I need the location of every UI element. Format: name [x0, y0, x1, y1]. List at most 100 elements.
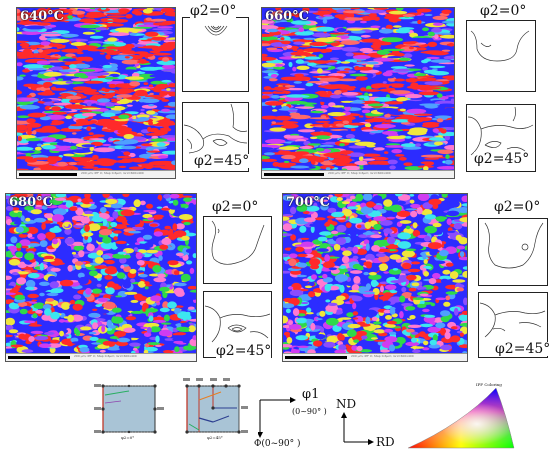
grain	[166, 88, 171, 91]
grain	[24, 158, 38, 163]
grain	[386, 236, 396, 245]
grain	[137, 270, 144, 273]
grain	[77, 272, 85, 278]
grain	[107, 23, 124, 27]
grain	[289, 112, 301, 117]
grain	[141, 304, 147, 312]
grain	[432, 128, 439, 133]
grain	[154, 130, 168, 135]
grain	[416, 286, 427, 290]
grain	[61, 98, 72, 104]
grain	[361, 153, 381, 157]
grain	[96, 309, 110, 314]
grain	[74, 261, 84, 266]
grain	[171, 160, 175, 166]
grain	[96, 283, 102, 288]
grain	[62, 58, 77, 62]
grain	[358, 164, 364, 167]
grain	[105, 259, 115, 265]
grain	[462, 266, 467, 270]
grain	[91, 288, 103, 294]
grain	[391, 149, 403, 154]
grain	[399, 114, 415, 118]
grain	[270, 15, 285, 21]
phi2-0-label: φ2=0°	[190, 3, 237, 19]
grain	[325, 299, 331, 303]
grain	[39, 292, 45, 297]
grain	[431, 27, 442, 33]
grain	[422, 308, 430, 313]
grain	[399, 156, 407, 161]
grain	[123, 86, 135, 89]
grain	[294, 151, 310, 156]
grain	[401, 62, 407, 65]
grain	[334, 194, 343, 198]
grain	[319, 310, 326, 317]
grain	[404, 347, 410, 354]
grain	[308, 281, 315, 287]
grain	[302, 211, 310, 215]
grain	[304, 285, 313, 289]
grain	[365, 243, 370, 251]
grain	[30, 270, 38, 273]
grain	[56, 141, 71, 146]
grain	[113, 141, 133, 145]
grain	[286, 337, 293, 344]
grain	[354, 66, 360, 71]
grain	[297, 345, 309, 348]
grain	[295, 246, 305, 253]
grain	[443, 301, 451, 307]
grain	[301, 302, 309, 304]
grain	[50, 267, 61, 272]
grain	[298, 27, 305, 32]
grain	[327, 112, 346, 117]
grain	[388, 331, 397, 335]
grain	[352, 317, 359, 320]
grain	[446, 230, 456, 233]
grain	[31, 299, 37, 302]
grain	[141, 143, 153, 147]
grain	[19, 74, 26, 77]
grain	[59, 330, 64, 337]
map-temperature-label: 700°C	[286, 195, 330, 210]
grain	[283, 315, 289, 324]
grain	[336, 28, 347, 33]
grain	[339, 96, 348, 100]
grain	[317, 236, 328, 242]
grain	[39, 281, 50, 286]
grain	[44, 205, 58, 209]
grain	[296, 318, 307, 324]
grain	[365, 73, 374, 78]
grain	[104, 275, 113, 280]
grain	[352, 55, 371, 60]
grain	[18, 333, 27, 340]
grain	[84, 14, 103, 18]
grain	[150, 295, 162, 302]
grain	[286, 94, 306, 98]
grain	[155, 335, 160, 343]
grain	[404, 136, 412, 139]
grain	[137, 24, 160, 28]
grain	[368, 13, 378, 17]
grain	[397, 241, 412, 249]
grain	[395, 8, 404, 11]
grain	[8, 197, 21, 202]
odf-contours	[204, 25, 228, 36]
grain	[423, 69, 439, 74]
grain	[331, 211, 345, 218]
grain	[63, 334, 70, 337]
grain	[111, 316, 124, 324]
grain	[51, 214, 64, 222]
grain	[354, 270, 363, 274]
grain	[158, 338, 166, 344]
grain	[172, 223, 178, 231]
grain	[373, 329, 386, 334]
grain	[128, 166, 144, 170]
grain	[364, 221, 372, 229]
grain	[385, 24, 393, 30]
grain	[409, 315, 416, 320]
grain	[161, 322, 172, 325]
grain	[50, 311, 60, 320]
grain	[358, 115, 364, 118]
grain	[450, 335, 461, 343]
